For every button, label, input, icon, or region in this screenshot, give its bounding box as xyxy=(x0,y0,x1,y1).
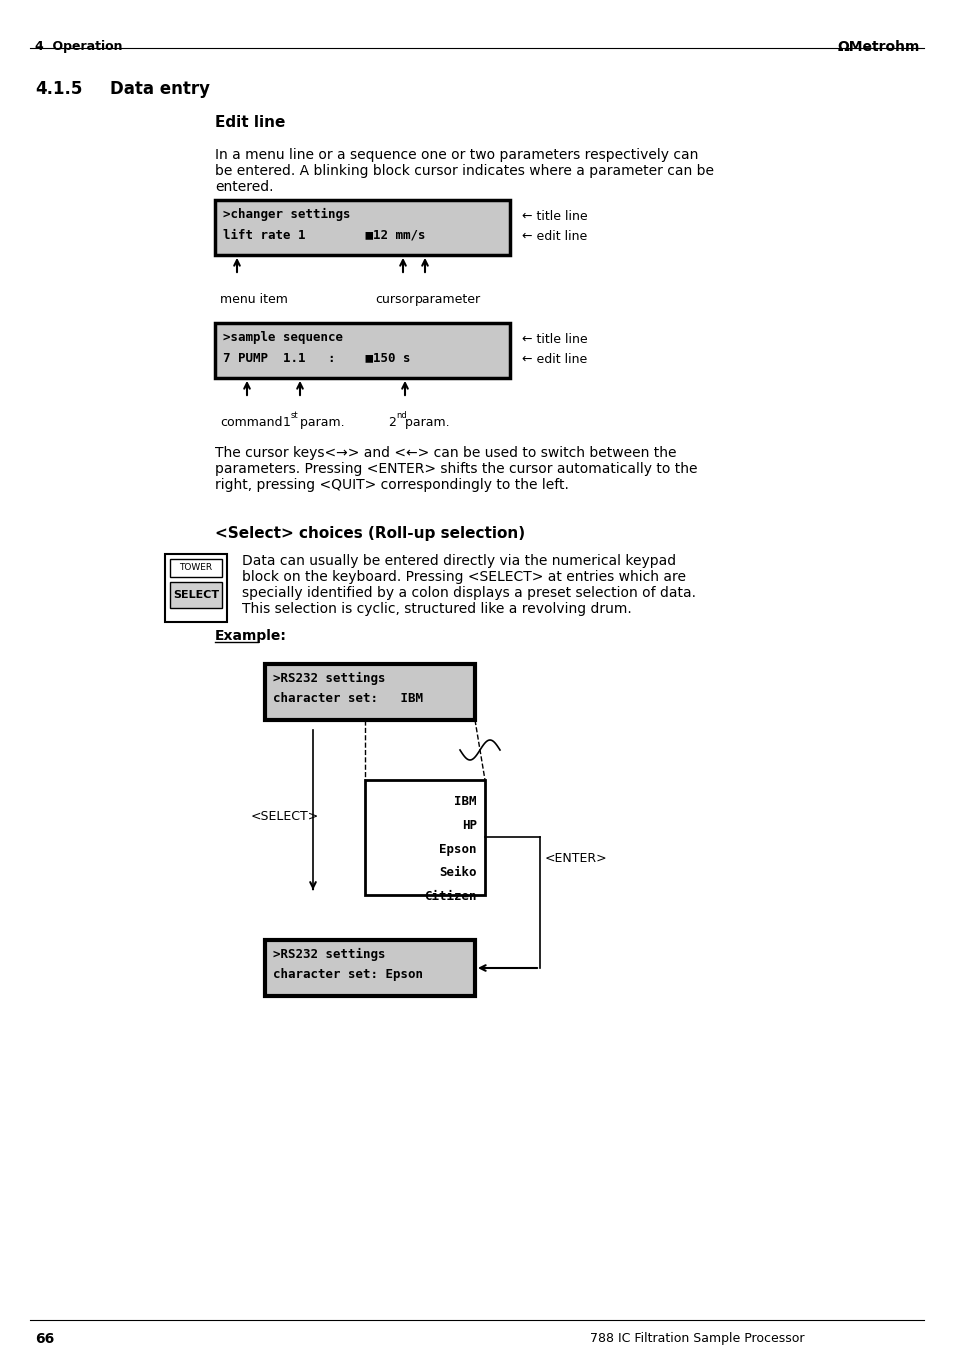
Text: be entered. A blinking block cursor indicates where a parameter can be: be entered. A blinking block cursor indi… xyxy=(214,163,713,178)
Text: character set:   IBM: character set: IBM xyxy=(273,692,422,705)
Text: param.: param. xyxy=(295,416,344,430)
Text: ← edit line: ← edit line xyxy=(521,230,587,243)
FancyBboxPatch shape xyxy=(214,200,510,255)
FancyBboxPatch shape xyxy=(365,780,484,894)
Text: 4.1.5: 4.1.5 xyxy=(35,80,82,99)
Text: 66: 66 xyxy=(35,1332,54,1346)
Text: character set: Epson: character set: Epson xyxy=(273,969,422,981)
Text: >RS232 settings: >RS232 settings xyxy=(273,948,385,961)
Text: entered.: entered. xyxy=(214,180,274,195)
Text: Data entry: Data entry xyxy=(110,80,210,99)
Text: block on the keyboard. Pressing <SELECT> at entries which are: block on the keyboard. Pressing <SELECT>… xyxy=(242,570,685,584)
FancyBboxPatch shape xyxy=(170,582,222,608)
Text: nd: nd xyxy=(395,411,406,420)
Text: parameter: parameter xyxy=(415,293,480,305)
Text: ← title line: ← title line xyxy=(521,209,587,223)
Text: Citizen: Citizen xyxy=(424,890,476,902)
Text: lift rate 1        ■12 mm/s: lift rate 1 ■12 mm/s xyxy=(223,228,425,240)
Text: HP: HP xyxy=(461,819,476,832)
Text: ← edit line: ← edit line xyxy=(521,353,587,366)
Text: Example:: Example: xyxy=(214,630,287,643)
Text: cursor: cursor xyxy=(375,293,414,305)
Text: Epson: Epson xyxy=(439,843,476,855)
Text: <SELECT>: <SELECT> xyxy=(251,811,319,823)
Text: In a menu line or a sequence one or two parameters respectively can: In a menu line or a sequence one or two … xyxy=(214,149,698,162)
Text: 1: 1 xyxy=(283,416,291,430)
FancyBboxPatch shape xyxy=(265,663,475,720)
FancyBboxPatch shape xyxy=(214,323,510,378)
Text: SELECT: SELECT xyxy=(172,590,219,600)
Text: right, pressing <QUIT> correspondingly to the left.: right, pressing <QUIT> correspondingly t… xyxy=(214,478,568,492)
FancyBboxPatch shape xyxy=(165,554,227,621)
Text: ΩMetrohm: ΩMetrohm xyxy=(837,41,919,54)
FancyBboxPatch shape xyxy=(170,559,222,577)
Text: >sample sequence: >sample sequence xyxy=(223,331,343,345)
Text: TOWER: TOWER xyxy=(179,563,213,573)
Text: This selection is cyclic, structured like a revolving drum.: This selection is cyclic, structured lik… xyxy=(242,603,631,616)
Text: <ENTER>: <ENTER> xyxy=(544,852,607,865)
Text: <Select> choices (Roll-up selection): <Select> choices (Roll-up selection) xyxy=(214,526,524,540)
FancyBboxPatch shape xyxy=(265,940,475,996)
Text: 2: 2 xyxy=(388,416,395,430)
Text: 788 IC Filtration Sample Processor: 788 IC Filtration Sample Processor xyxy=(589,1332,803,1346)
Text: 7 PUMP  1.1   :    ■150 s: 7 PUMP 1.1 : ■150 s xyxy=(223,351,410,363)
Text: st: st xyxy=(291,411,298,420)
Text: Seiko: Seiko xyxy=(439,866,476,880)
Text: param.: param. xyxy=(400,416,449,430)
Text: parameters. Pressing <ENTER> shifts the cursor automatically to the: parameters. Pressing <ENTER> shifts the … xyxy=(214,462,697,476)
Text: >RS232 settings: >RS232 settings xyxy=(273,671,385,685)
Text: Edit line: Edit line xyxy=(214,115,285,130)
Text: The cursor keys<→> and <←> can be used to switch between the: The cursor keys<→> and <←> can be used t… xyxy=(214,446,676,459)
Text: menu item: menu item xyxy=(220,293,288,305)
Text: command: command xyxy=(220,416,282,430)
Text: specially identified by a colon displays a preset selection of data.: specially identified by a colon displays… xyxy=(242,586,696,600)
Text: IBM: IBM xyxy=(454,794,476,808)
Text: ← title line: ← title line xyxy=(521,332,587,346)
Text: >changer settings: >changer settings xyxy=(223,208,350,222)
Text: 4  Operation: 4 Operation xyxy=(35,41,122,53)
Text: Data can usually be entered directly via the numerical keypad: Data can usually be entered directly via… xyxy=(242,554,676,567)
